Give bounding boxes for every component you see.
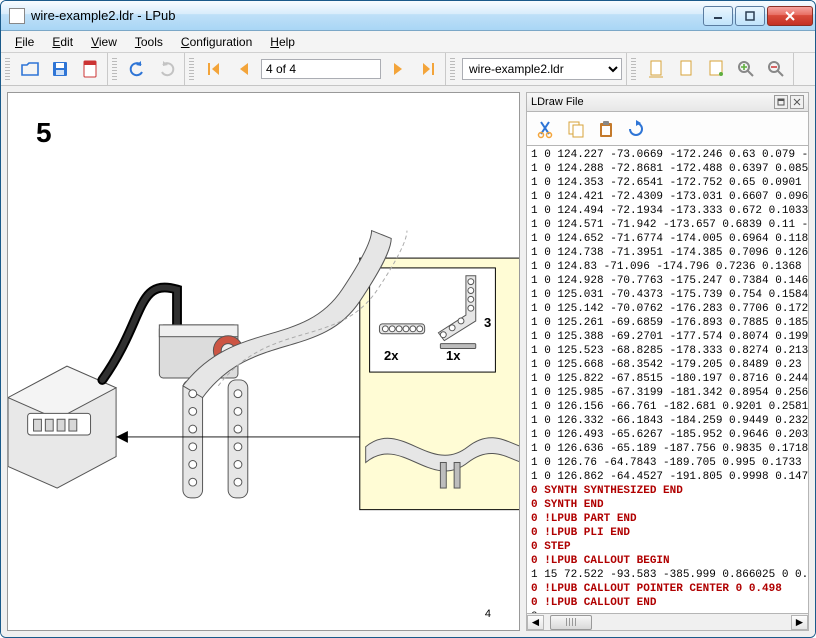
fit-width-icon[interactable]: [643, 56, 669, 82]
dock-title: LDraw File: [531, 96, 584, 108]
file-combo[interactable]: wire-example2.ldr: [462, 58, 622, 80]
page-canvas[interactable]: 5 2x 1x 3 4: [7, 92, 520, 631]
paste-icon[interactable]: [593, 116, 619, 142]
step-number: 5: [36, 117, 491, 149]
callout-qty-right: 1x: [446, 348, 460, 363]
last-page-icon[interactable]: [415, 56, 441, 82]
actual-size-icon[interactable]: [703, 56, 729, 82]
dock-float-icon[interactable]: [774, 95, 788, 109]
zoom-in-icon[interactable]: [733, 56, 759, 82]
menu-help[interactable]: Help: [262, 33, 303, 51]
open-icon[interactable]: [17, 56, 43, 82]
menu-tools[interactable]: Tools: [127, 33, 171, 51]
callout-qty-left: 2x: [384, 348, 398, 363]
cut-icon[interactable]: [533, 116, 559, 142]
copy-icon[interactable]: [563, 116, 589, 142]
scroll-right-icon[interactable]: ►: [791, 615, 808, 630]
zoom-out-icon[interactable]: [763, 56, 789, 82]
page-number: 4: [485, 608, 491, 620]
prev-page-icon[interactable]: [231, 56, 257, 82]
main-toolbar: wire-example2.ldr: [1, 53, 815, 86]
scroll-left-icon[interactable]: ◄: [527, 615, 544, 630]
refresh-icon[interactable]: [623, 116, 649, 142]
close-button[interactable]: [767, 6, 813, 26]
page-field[interactable]: [261, 59, 381, 79]
redo-icon[interactable]: [154, 56, 180, 82]
ldraw-source[interactable]: 1 0 124.227 -73.0669 -172.246 0.63 0.079…: [526, 146, 809, 614]
horizontal-scrollbar[interactable]: ◄ ►: [526, 614, 809, 631]
menubar: File Edit View Tools Configuration Help: [1, 31, 815, 53]
undo-icon[interactable]: [124, 56, 150, 82]
menu-view[interactable]: View: [83, 33, 125, 51]
first-page-icon[interactable]: [201, 56, 227, 82]
dock-header[interactable]: LDraw File: [526, 92, 809, 112]
scroll-thumb[interactable]: [550, 615, 592, 630]
menu-configuration[interactable]: Configuration: [173, 33, 260, 51]
next-page-icon[interactable]: [385, 56, 411, 82]
fit-page-icon[interactable]: [673, 56, 699, 82]
minimize-button[interactable]: [703, 6, 733, 26]
export-pdf-icon[interactable]: [77, 56, 103, 82]
save-icon[interactable]: [47, 56, 73, 82]
menu-edit[interactable]: Edit: [44, 33, 81, 51]
callout-count: 3: [484, 315, 491, 330]
titlebar: wire-example2.ldr - LPub: [1, 1, 815, 31]
app-icon: [9, 8, 25, 24]
dock-toolbar: [526, 112, 809, 146]
dock-close-icon[interactable]: [790, 95, 804, 109]
window-title: wire-example2.ldr - LPub: [31, 8, 703, 23]
maximize-button[interactable]: [735, 6, 765, 26]
menu-file[interactable]: File: [7, 33, 42, 51]
